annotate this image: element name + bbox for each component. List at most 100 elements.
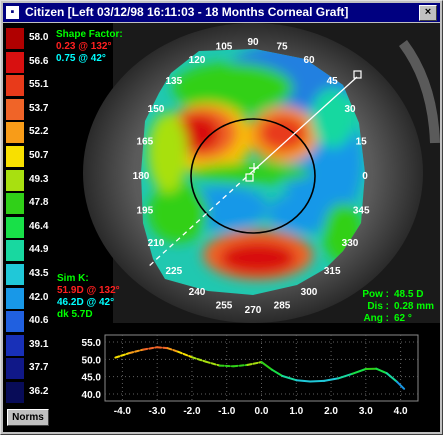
- color-scale-legend: 58.0 56.6 55.1 53.7 52.2 50.7 49.3 47.8 46.4 44.9…: [5, 27, 51, 405]
- profile-x-tick: 0.0: [255, 406, 269, 417]
- profile-chart: 55.0 50.0 45.0 40.0 -4.0 -3.0 -2.0 -1.0 0.0 1.0 2…: [82, 328, 419, 417]
- profile-curve-segment: [375, 367, 388, 375]
- profile-y-tick: 40.0: [82, 390, 102, 401]
- legend-item: 43.5: [5, 263, 51, 287]
- axis-label: 300: [301, 287, 318, 298]
- axis-label: 195: [136, 206, 153, 217]
- curvature-map: [141, 49, 365, 295]
- legend-item: 36.2: [5, 381, 51, 405]
- profile-curve-segment: [166, 347, 179, 353]
- legend-swatch: [6, 169, 24, 191]
- dis-value: 0.28 mm: [394, 301, 435, 312]
- axis-label: 75: [276, 42, 288, 53]
- pow-label: Pow :: [362, 289, 389, 300]
- profile-curve-segment: [204, 360, 221, 367]
- profile-curve-segment: [350, 368, 367, 375]
- profile-x-tick: 4.0: [394, 406, 408, 417]
- legend-swatch: [6, 381, 24, 403]
- legend-value: 58.0: [29, 32, 49, 43]
- legend-swatch: [6, 28, 24, 49]
- window-title: Citizen [Left 03/12/98 16:11:03 - 18 Mon…: [25, 5, 349, 19]
- legend-item: 55.1: [5, 74, 51, 98]
- axis-label: 165: [136, 136, 153, 147]
- profile-x-tick: 1.0: [289, 406, 303, 417]
- cursor-stats: Pow : 48.5 D Dis : 0.28 mm Ang : 62 °: [355, 289, 434, 325]
- profile-y-tick: 55.0: [82, 338, 102, 349]
- legend-value: 36.2: [29, 385, 49, 397]
- legend-item: 39.1: [5, 334, 51, 358]
- legend-value: 50.7: [29, 149, 49, 161]
- title-bar[interactable]: ▪ Citizen [Left 03/12/98 16:11:03 - 18 M…: [3, 3, 440, 22]
- axis-label: 105: [216, 42, 233, 53]
- profile-y-ticks: 55.0 50.0 45.0 40.0: [82, 338, 102, 401]
- sim-k-k2: 46.2D @ 42°: [57, 297, 115, 308]
- meridian-endpoint-handle[interactable]: [353, 70, 362, 79]
- sim-k-label: Sim K:: [57, 273, 89, 284]
- legend-item: 37.7: [5, 357, 51, 381]
- axis-label: 180: [133, 171, 150, 182]
- axis-label: 150: [148, 104, 165, 115]
- profile-curve-segment: [385, 372, 399, 383]
- legend-value: 40.6: [29, 315, 49, 327]
- profile-curve-segment: [323, 377, 339, 382]
- sim-k-dk: dk 5.7D: [57, 309, 93, 320]
- profile-curve-segment: [218, 364, 235, 368]
- profile-curve-segment: [281, 375, 298, 382]
- legend-item: 56.6: [5, 51, 51, 75]
- profile-curve-segment: [156, 346, 169, 350]
- legend-swatch: [6, 263, 24, 285]
- profile-curve-segment: [142, 346, 159, 351]
- legend-swatch: [6, 193, 24, 215]
- dis-row: Dis : 0.28 mm: [355, 301, 434, 313]
- profile-curve-segment: [260, 361, 273, 371]
- profile-x-tick: -2.0: [183, 406, 201, 417]
- legend-value: 53.7: [29, 102, 49, 114]
- profile-y-tick: 50.0: [82, 355, 102, 366]
- norms-button[interactable]: Norms: [7, 409, 49, 426]
- axis-label: 330: [342, 238, 359, 249]
- profile-curve-segment: [114, 352, 131, 359]
- legend-item: 46.4: [5, 216, 51, 240]
- axis-label: 315: [324, 266, 341, 277]
- profile-curve-segment: [190, 356, 207, 363]
- profile-curve-segment: [396, 380, 406, 390]
- legend-item: 49.3: [5, 169, 51, 193]
- legend-swatch: [6, 98, 24, 120]
- legend-swatch: [6, 358, 24, 380]
- close-button[interactable]: ×: [419, 5, 437, 21]
- legend-value: 47.8: [29, 197, 49, 209]
- meridian-line-dashed: [147, 170, 254, 268]
- profile-curve-segment: [128, 348, 145, 355]
- axis-label: 210: [148, 238, 165, 249]
- profile-x-tick: -3.0: [149, 406, 167, 417]
- app-icon[interactable]: ▪: [6, 6, 19, 19]
- pupil-reference-circle: [190, 118, 316, 234]
- legend-swatch: [6, 287, 24, 309]
- legend-item: 58.0: [5, 27, 51, 51]
- shape-factor-value-2: 0.75 @ 42°: [56, 53, 106, 64]
- ang-label: Ang :: [363, 313, 389, 324]
- sim-k-k1: 51.9D @ 132°: [57, 285, 120, 296]
- axis-label: 90: [247, 37, 259, 48]
- legend-swatch: [6, 240, 24, 262]
- legend-swatch: [6, 311, 24, 333]
- profile-grid: [104, 334, 419, 402]
- profile-x-tick: -4.0: [114, 406, 132, 417]
- legend-value: 56.6: [29, 55, 49, 67]
- pow-value: 48.5 D: [394, 289, 424, 300]
- legend-value: 42.0: [29, 291, 49, 303]
- dis-label: Dis :: [367, 301, 389, 312]
- topography-view: 90 75 60 45 30 15 0 345 330 315 300 285 270 255 240 225…: [3, 23, 440, 432]
- shape-factor-value-1: 0.23 @ 132°: [56, 41, 112, 52]
- profile-x-tick: 3.0: [359, 406, 373, 417]
- legend-item: 44.9: [5, 239, 51, 263]
- legend-item: 53.7: [5, 98, 51, 122]
- legend-value: 43.5: [29, 267, 49, 279]
- shape-factor-label: Shape Factor:: [56, 29, 123, 40]
- legend-item: 50.7: [5, 145, 51, 169]
- profile-x-tick: 2.0: [324, 406, 338, 417]
- profile-curve-segment: [337, 372, 353, 380]
- axis-label: 15: [356, 136, 368, 147]
- center-marker[interactable]: [245, 173, 254, 182]
